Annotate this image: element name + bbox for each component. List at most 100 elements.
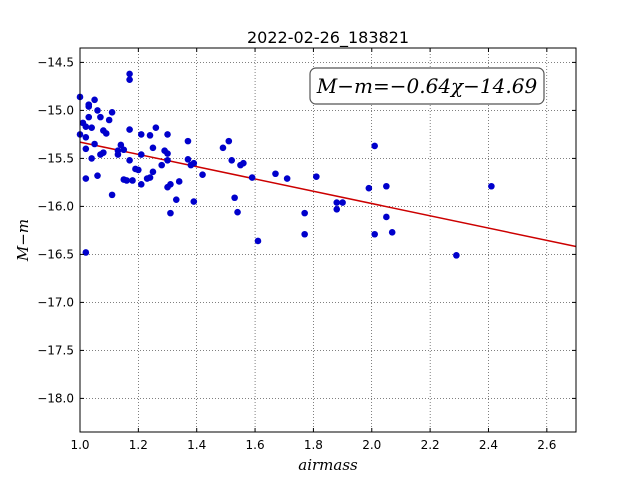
data-point [228,157,236,164]
x-tick-label: 1.6 [246,438,265,452]
y-axis-label: M−m [14,219,32,262]
data-point [97,113,104,121]
data-point [184,137,192,145]
data-point [219,144,227,152]
data-point [371,142,378,150]
data-point [488,182,495,190]
data-point [175,178,183,185]
data-point [158,161,165,169]
data-point [167,209,174,217]
data-point [102,130,110,137]
data-point [383,213,390,221]
x-tick-label: 1.4 [187,438,206,452]
x-tick-label: 2.4 [479,438,498,452]
data-point [137,181,145,188]
x-tick-label: 2.2 [421,438,440,452]
data-point [126,157,133,164]
x-tick-label: 1.2 [129,438,148,452]
chart-title: 2022-02-26_183821 [247,28,409,48]
data-point [164,131,171,138]
data-point [388,229,396,236]
y-tick-label: −16.5 [37,247,74,261]
data-point [108,109,116,116]
data-point [88,155,95,162]
data-point [82,133,90,141]
data-point [254,237,262,245]
data-point [190,159,198,167]
y-tick-label: −17.5 [37,343,74,357]
data-point [82,249,90,256]
y-tick-label: −18.0 [37,391,74,405]
data-point [94,172,101,179]
data-point [105,116,113,124]
data-point [339,199,346,206]
data-point [283,175,291,182]
data-point [190,198,198,205]
x-axis-label: airmass [298,456,358,474]
data-point [123,177,130,184]
y-tick-label: −15.0 [37,103,74,117]
data-point [371,230,378,238]
data-point [149,144,157,152]
axis-ticks: 1.0 1.2 1.4 1.6 1.8 2.0 2.2 2.4 2.6 −14.5 −15.0 −15… [37,48,576,452]
data-point [91,96,98,104]
data-point [225,137,233,145]
data-point [108,191,116,199]
data-point [301,230,308,238]
data-point [152,124,160,131]
fit-line [79,141,577,248]
data-point [149,168,157,176]
data-point [184,156,192,163]
x-tick-label: 2.0 [362,438,381,452]
data-point [272,170,279,178]
annotation-frame [309,67,545,105]
data-point [333,199,341,206]
data-point [126,70,133,78]
data-point [146,174,154,181]
data-point [82,145,90,153]
data-point [135,166,142,174]
fit-equation: M−m=−0.64χ−14.69 [316,74,538,98]
x-tick-label: 2.6 [537,438,556,452]
data-point [137,131,145,138]
data-point [164,157,171,164]
data-point [120,146,128,154]
data-point [301,209,308,217]
data-point [94,107,101,114]
data-point [82,175,90,182]
y-tick-label: −15.5 [37,151,74,165]
plot-frame [79,47,577,433]
data-point [129,177,136,184]
data-point [199,171,206,179]
y-tick-label: −14.5 [37,55,74,69]
x-tick-label: 1.0 [70,438,89,452]
annotation-box: M−m=−0.64χ−14.69 [309,67,545,105]
data-point [333,205,341,213]
plot-area [80,48,576,432]
data-point [100,149,107,156]
data-point [126,126,133,133]
data-point [85,101,93,108]
data-point [383,182,390,190]
data-point [114,147,122,155]
fit-line-group [79,141,577,248]
data-point [82,123,90,131]
data-point [117,141,125,149]
data-point [453,252,460,259]
data-point [365,184,373,192]
data-point [88,124,95,131]
data-point [313,173,320,180]
data-point [164,150,171,157]
data-point [137,151,145,158]
x-tick-label: 1.8 [304,438,323,452]
data-point [167,181,174,188]
data-points [76,70,495,259]
data-point [146,132,154,139]
data-point [234,208,241,216]
y-tick-label: −17.0 [37,295,74,309]
data-point [231,194,238,202]
data-point [91,140,98,148]
data-point [248,174,256,181]
data-point [240,159,247,167]
